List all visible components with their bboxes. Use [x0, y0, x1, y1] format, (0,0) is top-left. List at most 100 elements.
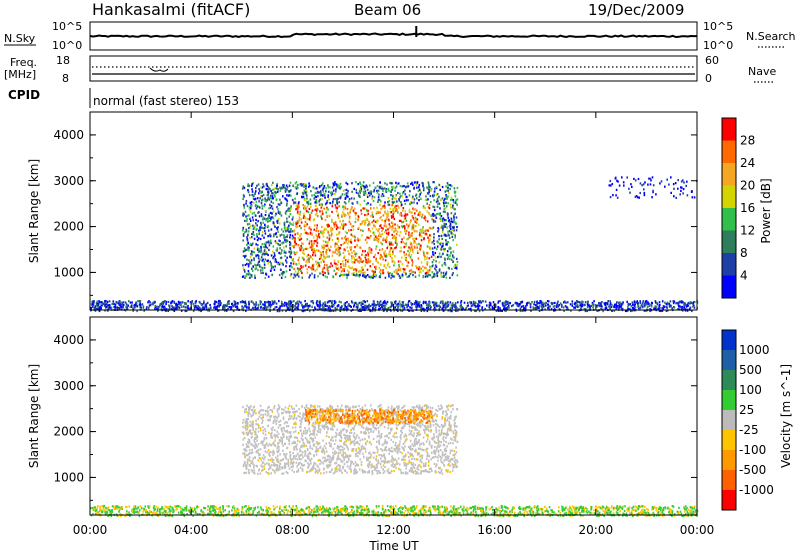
- echo-cell: [437, 230, 439, 233]
- echo-cell: [565, 301, 567, 304]
- echo-cell: [357, 192, 359, 195]
- echo-cell: [452, 442, 454, 445]
- echo-cell: [431, 456, 434, 459]
- echo-cell: [257, 244, 259, 247]
- echo-cell: [313, 276, 316, 279]
- echo-cell: [402, 207, 405, 210]
- echo-cell: [411, 181, 413, 184]
- echo-cell: [334, 307, 337, 310]
- echo-cell: [364, 430, 366, 434]
- echo-cell: [445, 240, 447, 243]
- echo-cell: [331, 264, 334, 267]
- echo-cell: [344, 235, 347, 238]
- echo-cell: [544, 308, 546, 311]
- echo-cell: [456, 306, 458, 310]
- echo-cell: [649, 309, 651, 313]
- echo-cell: [426, 269, 429, 272]
- echo-cell: [334, 223, 337, 226]
- echo-cell: [316, 413, 319, 416]
- echo-cell: [277, 262, 279, 266]
- echo-cell: [298, 224, 301, 227]
- echo-cell: [194, 301, 197, 304]
- echo-cell: [253, 233, 255, 237]
- echo-cell: [310, 205, 312, 208]
- echo-cell: [391, 186, 393, 189]
- echo-cell: [314, 467, 317, 471]
- echo-cell: [262, 468, 264, 471]
- echo-cell: [263, 304, 266, 307]
- echo-cell: [319, 190, 322, 193]
- echo-cell: [367, 254, 370, 258]
- echo-cell: [431, 276, 434, 279]
- echo-cell: [400, 246, 402, 249]
- echo-cell: [272, 197, 274, 200]
- echo-cell: [289, 246, 291, 250]
- echo-cell: [156, 307, 158, 311]
- echo-cell: [254, 225, 256, 228]
- echo-cell: [366, 195, 369, 198]
- echo-cell: [344, 304, 346, 307]
- echo-cell: [429, 471, 431, 474]
- echo-cell: [342, 205, 344, 208]
- echo-cell: [303, 228, 306, 231]
- echo-cell: [274, 471, 276, 474]
- echo-cell: [286, 226, 289, 229]
- echo-cell: [385, 308, 387, 311]
- echo-cell: [637, 177, 640, 181]
- echo-cell: [507, 306, 509, 309]
- echo-cell: [639, 301, 642, 304]
- echo-cell: [348, 200, 350, 203]
- echo-cell: [352, 209, 355, 212]
- echo-cell: [139, 305, 141, 308]
- echo-cell: [401, 452, 403, 455]
- echo-cell: [369, 190, 372, 193]
- echo-cell: [600, 308, 602, 311]
- echo-cell: [454, 192, 456, 195]
- echo-cell: [283, 304, 285, 307]
- echo-cell: [373, 255, 375, 259]
- echo-cell: [429, 265, 431, 268]
- cpid-text: normal (fast stereo) 153: [93, 94, 239, 108]
- echo-cell: [246, 248, 248, 251]
- echo-cell: [447, 417, 449, 420]
- echo-cell: [250, 259, 253, 262]
- echo-cell: [450, 252, 452, 255]
- echo-cell: [245, 274, 247, 278]
- echo-cell: [435, 247, 438, 251]
- echo-cell: [286, 186, 289, 189]
- echo-cell: [252, 197, 255, 200]
- echo-cell: [447, 213, 449, 216]
- echo-cell: [549, 305, 551, 308]
- echo-cell: [353, 249, 355, 253]
- echo-cell: [447, 256, 450, 259]
- echo-cell: [361, 184, 364, 187]
- echo-cell: [537, 302, 539, 305]
- echo-cell: [260, 305, 262, 308]
- echo-cell: [604, 303, 607, 307]
- echo-cell: [396, 211, 399, 214]
- echo-cell: [330, 226, 332, 229]
- echo-cell: [321, 225, 323, 228]
- echo-cell: [393, 459, 395, 462]
- echo-cell: [682, 301, 684, 304]
- echo-cell: [310, 190, 312, 193]
- echo-cell: [246, 220, 248, 223]
- echo-cell: [380, 226, 383, 229]
- echo-cell: [96, 300, 98, 303]
- echo-cell: [552, 305, 555, 308]
- echo-cell: [336, 305, 339, 308]
- echo-cell: [657, 307, 660, 310]
- echo-cell: [633, 307, 636, 311]
- echo-cell: [637, 304, 640, 307]
- echo-cell: [104, 305, 106, 308]
- echo-cell: [457, 301, 459, 304]
- echo-cell: [294, 201, 297, 204]
- echo-cell: [252, 219, 255, 222]
- echo-cell: [422, 307, 425, 310]
- echo-cell: [331, 186, 334, 189]
- echo-cell: [408, 300, 410, 303]
- echo-cell: [392, 248, 394, 251]
- echo-cell: [336, 207, 338, 210]
- echo-cell: [315, 260, 317, 263]
- echo-cell: [360, 271, 362, 274]
